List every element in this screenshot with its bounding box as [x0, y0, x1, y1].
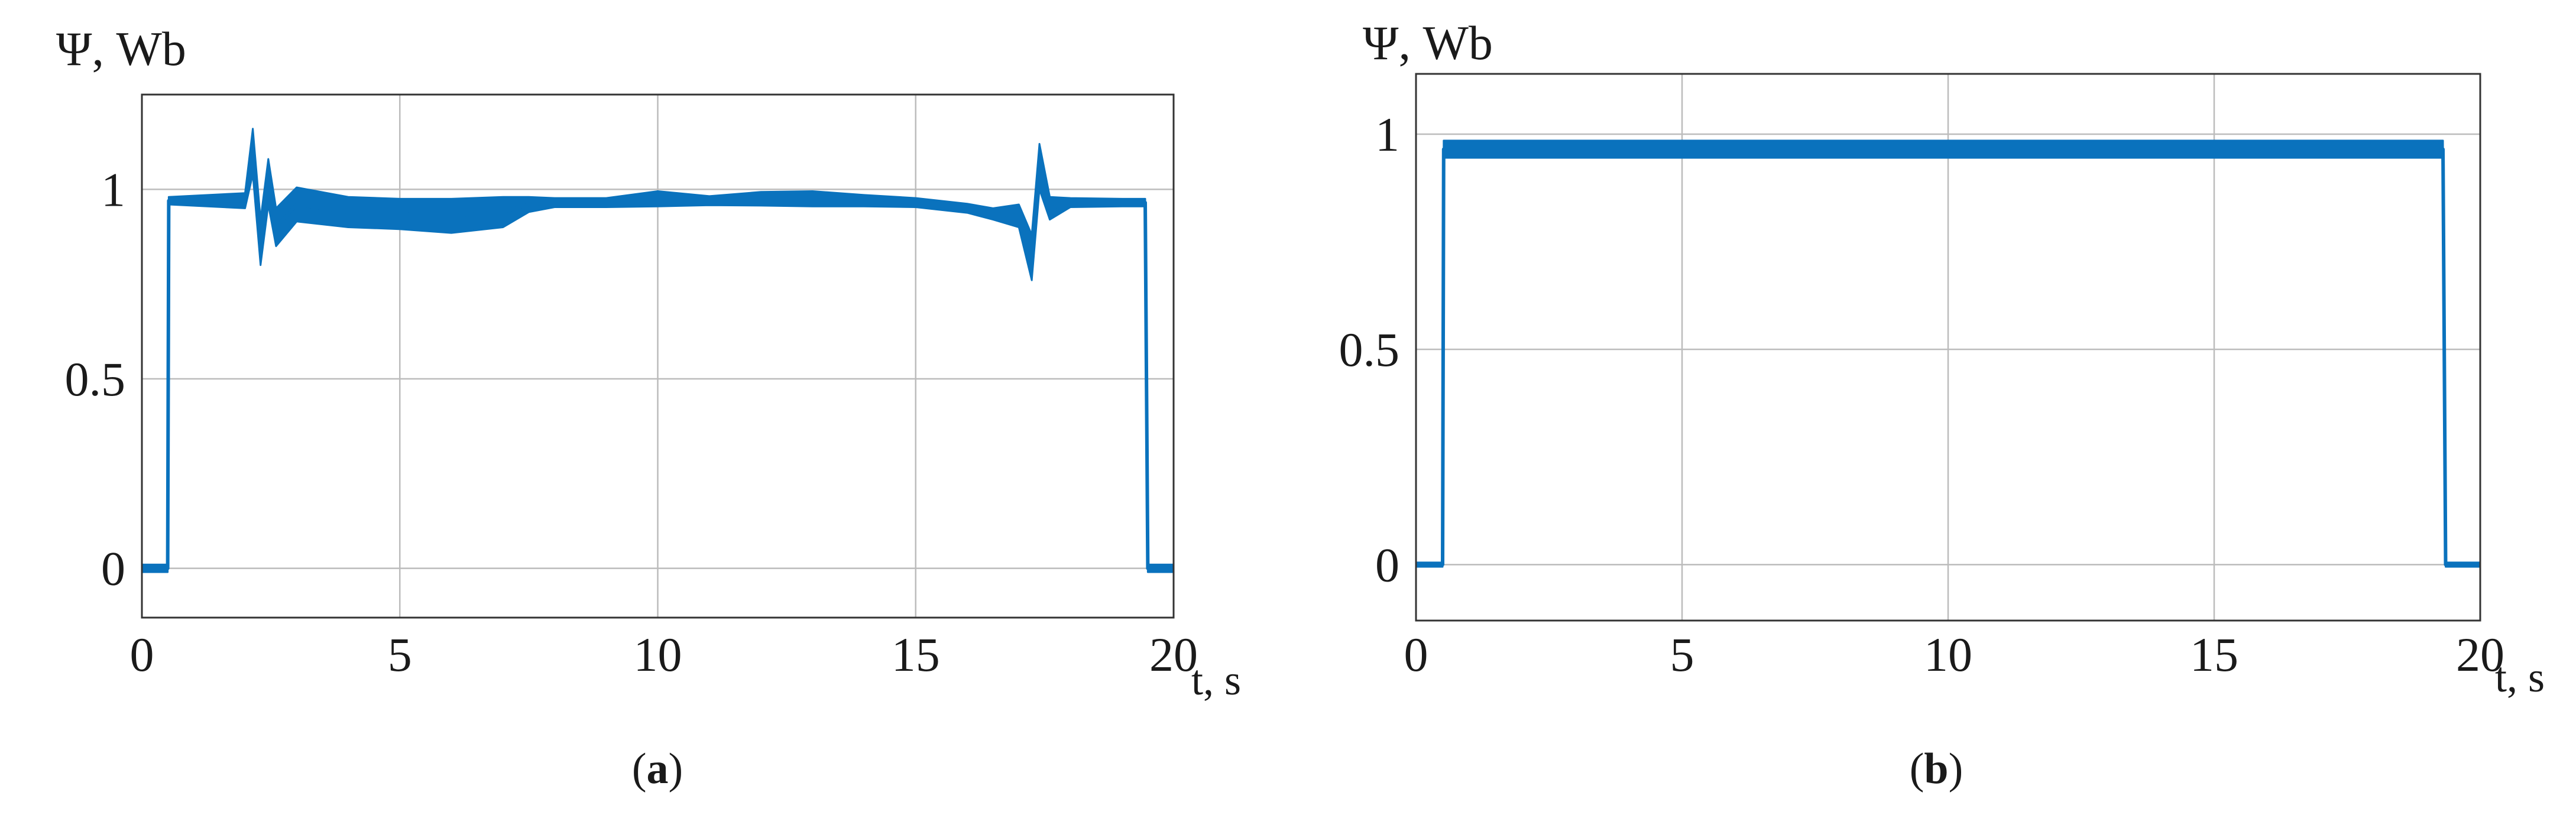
x-axis-label: t, s: [1191, 657, 1241, 704]
panel-caption: (a): [632, 745, 683, 793]
x-tick-label: 0: [130, 628, 154, 681]
grid-lines: [142, 95, 1174, 618]
tick-labels: 0 5 10 15 20 0 0.5 1: [1339, 108, 2505, 681]
series-line: [1416, 147, 2480, 567]
x-tick-label: 10: [634, 628, 682, 681]
y-axis-label: Ψ, Wb: [56, 22, 186, 76]
y-tick-label: 1: [101, 163, 125, 216]
x-tick-label: 5: [1670, 628, 1694, 681]
x-tick-label: 15: [892, 628, 940, 681]
y-tick-label: 0: [101, 542, 125, 596]
panel-caption: (b): [1910, 745, 1963, 793]
y-tick-label: 0.5: [1339, 323, 1400, 376]
x-tick-label: 10: [1924, 628, 1972, 681]
x-axis-label: t, s: [2495, 654, 2545, 701]
y-tick-label: 0: [1375, 538, 1399, 592]
plot-frame: [141, 93, 1175, 619]
x-tick-label: 20: [1149, 628, 1198, 681]
grid-lines: [1416, 74, 2480, 621]
x-tick-label: 5: [388, 628, 412, 681]
x-tick-label: 15: [2190, 628, 2238, 681]
y-axis-label: Ψ, Wb: [1363, 16, 1493, 70]
tick-labels: 0 5 10 15 20 0 0.5 1: [65, 163, 1198, 681]
y-tick-label: 0.5: [65, 352, 126, 406]
x-tick-label: 20: [2456, 628, 2504, 681]
series-line: [142, 150, 1174, 570]
x-tick-label: 0: [1404, 628, 1428, 681]
chart-panel-a: 0 5 10 15 20 0 0.5 1 Ψ, Wb t, s (a): [56, 22, 1241, 793]
y-tick-label: 1: [1375, 108, 1399, 161]
chart-panel-b: 0 5 10 15 20 0 0.5 1 Ψ, Wb t, s (b): [1339, 16, 2545, 793]
plot-frame: [1415, 73, 2481, 622]
